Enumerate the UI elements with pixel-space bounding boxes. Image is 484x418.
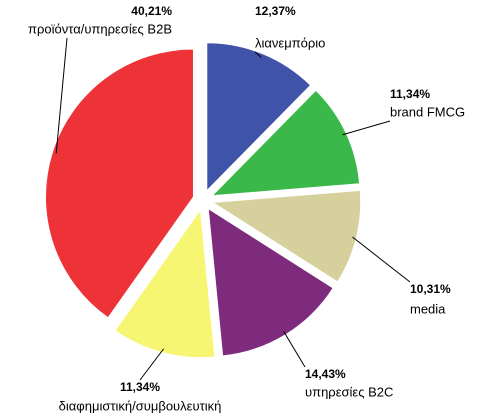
- leader-line: [352, 236, 411, 283]
- leader-line: [139, 348, 164, 381]
- value-label: 11,34%: [120, 380, 160, 394]
- leader-line: [342, 120, 391, 136]
- leader-line: [283, 330, 306, 368]
- leader-line: [254, 51, 262, 58]
- pie-slice: [211, 189, 362, 283]
- pie-slice: [206, 42, 312, 192]
- category-label: λιανεμπόριο: [255, 35, 325, 50]
- category-label: brand FMCG: [390, 104, 465, 119]
- pie-slice: [44, 48, 194, 319]
- category-label: υπηρεσίες B2C: [305, 384, 393, 399]
- value-label: 40,21%: [131, 4, 172, 18]
- pie-slice: [114, 208, 216, 359]
- category-label: διαφημιστική/συμβουλευτική: [59, 398, 222, 413]
- value-label: 10,31%: [410, 282, 451, 296]
- pie-slice: [210, 89, 361, 197]
- category-label: προϊόντα/υπηρεσίες B2B: [28, 21, 172, 36]
- leader-line: [55, 37, 68, 154]
- value-label: 11,34%: [390, 87, 430, 101]
- value-label: 14,43%: [305, 367, 346, 381]
- value-label: 12,37%: [255, 4, 296, 18]
- category-label: media: [410, 301, 446, 316]
